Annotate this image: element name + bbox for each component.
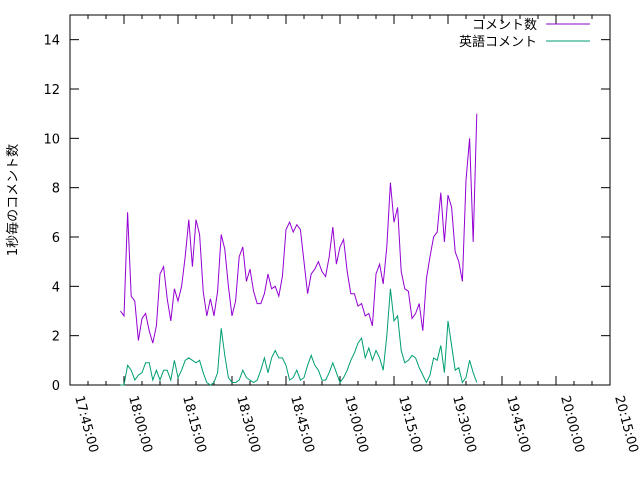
y-tick-label: 12 [43,83,60,98]
y-tick-label: 4 [52,280,60,295]
legend-label: コメント数 [472,18,537,33]
y-axis-label: 1秒毎のコメント数 [5,144,21,256]
y-tick-label: 10 [43,132,60,147]
series-line-2 [120,288,478,386]
y-tick-label: 14 [43,34,60,49]
legend-label: 英語コメント [459,34,537,50]
y-tick-label: 2 [52,330,60,345]
series-layer [119,113,478,386]
y-tick-label: 0 [52,379,60,394]
y-tick-label: 6 [52,231,60,246]
y-tick-label: 8 [52,182,60,197]
series-line-1 [119,113,478,344]
